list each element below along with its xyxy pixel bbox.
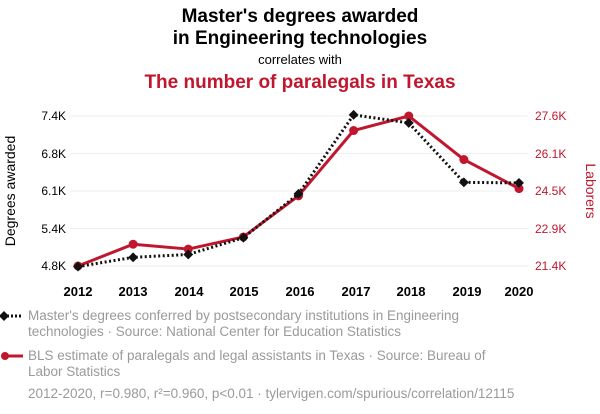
y-tick-right-3: 22.9K xyxy=(535,222,566,236)
chart-title-line1: Master's degrees awarded xyxy=(182,6,419,27)
y-axis-label-right: Laborers xyxy=(583,163,599,218)
legend-paralegals-line2: Labor Statistics xyxy=(28,364,121,379)
paralegals-point-2014 xyxy=(183,244,193,254)
y-axis-label-left: Degrees awarded xyxy=(2,136,18,247)
legend-degrees-line1: Master's degrees conferred by postsecond… xyxy=(28,308,459,323)
y-ticks-right: 27.6K 26.1K 24.5K 22.9K 21.4K xyxy=(535,109,566,273)
x-ticks: 2012 2013 2014 2015 2016 2017 2018 2019 … xyxy=(64,284,534,299)
chart-title-line2: in Engineering technologies xyxy=(173,28,427,49)
x-tick-1: 2013 xyxy=(119,284,148,299)
legend-swatch-paralegals xyxy=(1,352,23,360)
y-ticks-left: 7.4K 6.8K 6.1K 5.4K 4.8K xyxy=(41,109,66,273)
y-tick-right-0: 27.6K xyxy=(535,109,566,123)
degrees-point-2017 xyxy=(348,109,359,120)
y-tick-left-3: 5.4K xyxy=(41,222,66,236)
degrees-point-2020 xyxy=(514,177,524,188)
paralegals-point-2013 xyxy=(128,239,138,249)
y-tick-left-4: 4.8K xyxy=(41,259,66,273)
x-tick-3: 2015 xyxy=(230,284,259,299)
y-tick-left-1: 6.8K xyxy=(41,147,66,161)
paralegals-point-2019 xyxy=(459,155,469,165)
x-tick-6: 2018 xyxy=(397,284,426,299)
x-tick-4: 2016 xyxy=(286,284,315,299)
y-tick-right-2: 24.5K xyxy=(535,184,566,198)
x-tick-0: 2012 xyxy=(64,284,93,299)
legend-degrees-line2: technologies · Source: National Center f… xyxy=(28,324,401,339)
x-tick-2: 2014 xyxy=(175,284,205,299)
legend: Master's degrees conferred by postsecond… xyxy=(0,308,486,379)
x-tick-7: 2019 xyxy=(453,284,482,299)
x-tick-8: 2020 xyxy=(505,284,534,299)
paralegals-point-2018 xyxy=(404,111,414,121)
y-tick-left-0: 7.4K xyxy=(41,109,66,123)
paralegals-point-2017 xyxy=(349,126,359,136)
degrees-point-2014 xyxy=(183,249,194,260)
y-tick-left-2: 6.1K xyxy=(41,184,66,198)
y-tick-right-1: 26.1K xyxy=(535,147,566,161)
x-tick-5: 2017 xyxy=(342,284,371,299)
degrees-point-2019 xyxy=(458,177,469,188)
legend-paralegals-line1: BLS estimate of paralegals and legal ass… xyxy=(28,348,486,363)
chart-title2: The number of paralegals in Texas xyxy=(144,72,455,93)
legend-swatch-degrees xyxy=(0,311,23,321)
degrees-point-2013 xyxy=(128,252,139,263)
correlates-label: correlates with xyxy=(258,52,342,67)
paralegals-point-2020 xyxy=(514,184,524,194)
footer-stats: 2012-2020, r=0.980, r²=0.960, p<0.01 · t… xyxy=(28,386,514,401)
degrees-point-2015 xyxy=(238,232,249,243)
degrees-point-2016 xyxy=(293,188,304,199)
y-tick-right-4: 21.4K xyxy=(535,259,566,273)
